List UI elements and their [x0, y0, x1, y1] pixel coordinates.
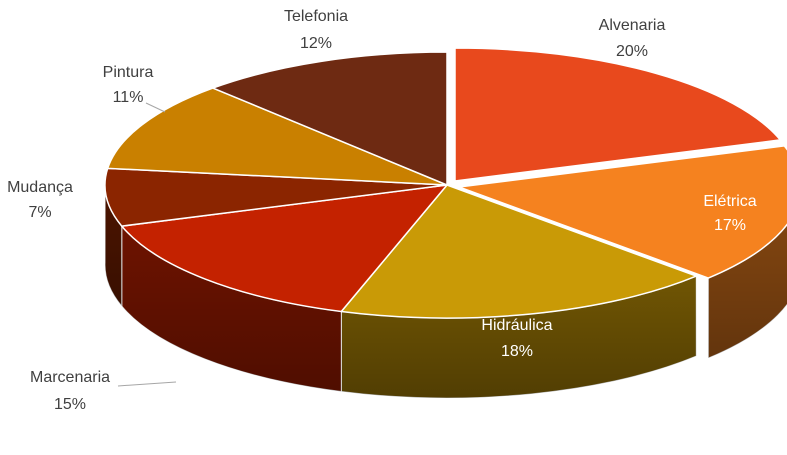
- pie-side-shade: [341, 276, 697, 398]
- pie-slice-hidráulica: [340, 184, 698, 319]
- pie-top-faces: [104, 47, 787, 319]
- slice-label-hidráulica: Hidráulica: [481, 317, 552, 334]
- leader-line-marcenaria: [117, 381, 177, 387]
- slice-value-mudança: 7%: [28, 204, 51, 221]
- slice-label-pintura: Pintura: [103, 64, 154, 81]
- slice-label-telefonia: Telefonia: [284, 8, 348, 25]
- slice-label-mudança: Mudança: [7, 179, 73, 196]
- slice-value-elétrica: 17%: [714, 217, 746, 234]
- pie-slice-telefonia: [212, 51, 448, 186]
- pie-side-shade: [104, 182, 122, 307]
- slice-label-elétrica: Elétrica: [703, 193, 756, 210]
- pie-slice-pintura: [106, 87, 448, 186]
- pie-side-walls: [104, 182, 787, 399]
- pie-slice-marcenaria: [120, 184, 448, 313]
- slice-value-marcenaria: 15%: [54, 396, 86, 413]
- pie-labels: Alvenaria 20% Elétrica 17% Hidráulica 18% Marc…: [7, 8, 757, 413]
- slice-value-hidráulica: 18%: [501, 343, 533, 360]
- slice-value-pintura: 11%: [113, 89, 144, 106]
- pie-slice-elétrica: [458, 145, 787, 279]
- pie-side-shade: [708, 224, 787, 359]
- slice-label-marcenaria: Marcenaria: [30, 369, 110, 386]
- slice-value-alvenaria: 20%: [616, 43, 648, 60]
- pie-slice-mudança: [104, 167, 448, 227]
- leader-line-pintura: [145, 102, 166, 113]
- pie-side-shade: [121, 226, 342, 392]
- pie-slice-alvenaria: [454, 47, 782, 182]
- slice-label-alvenaria: Alvenaria: [599, 17, 666, 34]
- slice-value-telefonia: 12%: [300, 35, 332, 52]
